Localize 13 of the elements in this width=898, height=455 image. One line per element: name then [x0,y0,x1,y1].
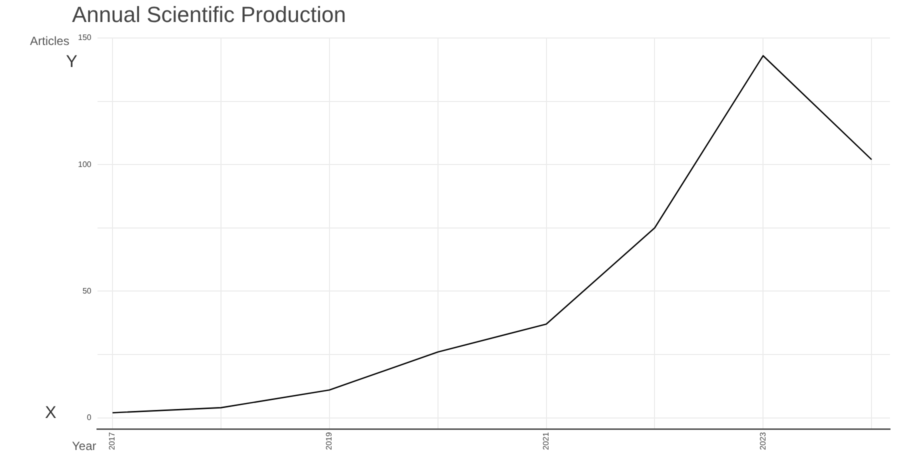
y-tick-label: 100 [78,160,92,169]
x-axis-title: Year [72,439,96,453]
chart-title: Annual Scientific Production [72,2,346,28]
x-tick-label: 2017 [108,432,117,450]
y-tick-label: 0 [86,413,92,422]
y-axis-title: Articles [30,34,70,48]
x-tick-label: 2019 [324,432,334,450]
text: Y [66,52,78,72]
text: X [45,403,56,423]
y-tick-label: 150 [78,33,92,42]
x-tick-label: 2021 [541,432,550,450]
y-tick-label: 50 [82,286,92,296]
x-tick-label: 2023 [758,432,768,450]
